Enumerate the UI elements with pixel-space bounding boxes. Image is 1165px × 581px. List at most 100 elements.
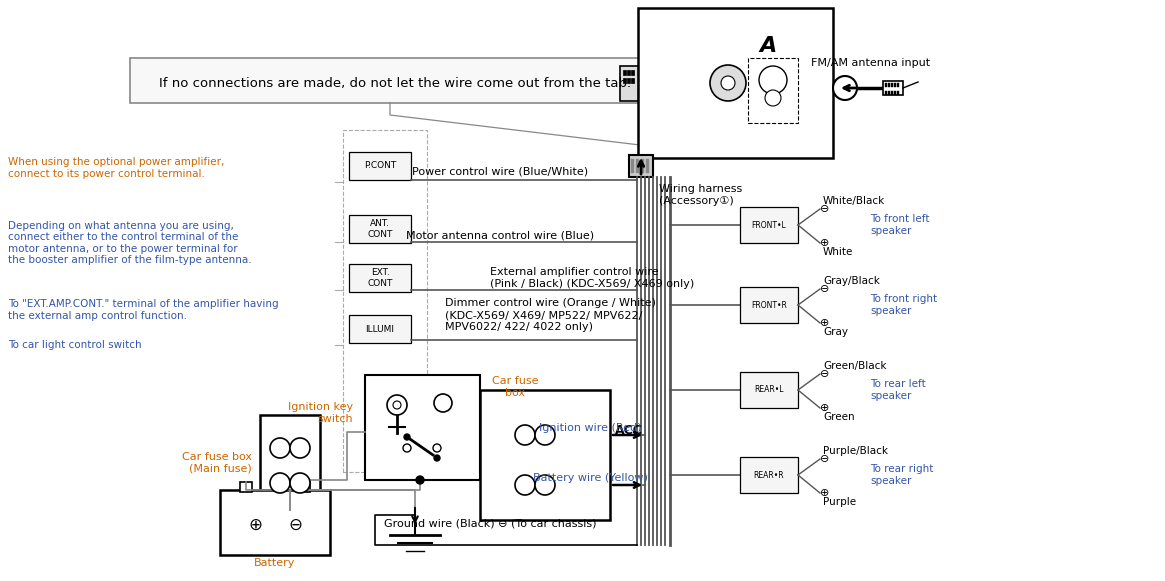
Bar bbox=[894, 91, 896, 95]
Text: Battery: Battery bbox=[254, 558, 296, 568]
Text: To rear left
speaker: To rear left speaker bbox=[870, 379, 926, 401]
Bar bbox=[365, 375, 480, 480]
Bar bbox=[620, 66, 638, 101]
Circle shape bbox=[535, 425, 555, 445]
Circle shape bbox=[515, 475, 535, 495]
Bar bbox=[888, 91, 890, 95]
Bar bbox=[748, 58, 798, 123]
Text: Battery wire (Yellow): Battery wire (Yellow) bbox=[532, 473, 648, 483]
Text: ⊖: ⊖ bbox=[820, 369, 829, 379]
Bar bbox=[480, 390, 610, 520]
Bar bbox=[897, 83, 899, 87]
Bar bbox=[130, 58, 661, 103]
Bar bbox=[894, 83, 896, 87]
Circle shape bbox=[403, 444, 411, 452]
Text: Ignition wire (Red): Ignition wire (Red) bbox=[538, 423, 641, 433]
Text: If no connections are made, do not let the wire come out from the tab.: If no connections are made, do not let t… bbox=[158, 77, 631, 89]
Circle shape bbox=[387, 395, 407, 415]
Circle shape bbox=[515, 425, 535, 445]
Text: External amplifier control wire
(Pink / Black) (KDC-X569/ X469 only): External amplifier control wire (Pink / … bbox=[490, 267, 694, 289]
Bar bbox=[897, 91, 899, 95]
Text: Car fuse box
(Main fuse): Car fuse box (Main fuse) bbox=[182, 452, 252, 474]
Bar bbox=[220, 490, 330, 555]
Text: Depending on what antenna you are using,
connect either to the control terminal : Depending on what antenna you are using,… bbox=[8, 221, 252, 266]
Bar bbox=[350, 152, 411, 180]
Text: Green/Black: Green/Black bbox=[822, 361, 887, 371]
Text: Green: Green bbox=[822, 412, 855, 422]
Text: P.CONT: P.CONT bbox=[363, 162, 396, 170]
Text: To car light control switch: To car light control switch bbox=[8, 340, 142, 350]
Bar bbox=[298, 482, 310, 492]
Text: Purple/Black: Purple/Black bbox=[822, 446, 888, 456]
Circle shape bbox=[393, 401, 401, 409]
Bar bbox=[885, 91, 887, 95]
Text: Ground wire (Black) ⊖ (To car chassis): Ground wire (Black) ⊖ (To car chassis) bbox=[383, 518, 596, 528]
Circle shape bbox=[290, 473, 310, 493]
Bar bbox=[627, 70, 630, 75]
Text: EXT.
CONT: EXT. CONT bbox=[367, 268, 393, 288]
Text: ⊕: ⊕ bbox=[820, 238, 829, 248]
Bar bbox=[891, 91, 894, 95]
Text: ⊕: ⊕ bbox=[820, 318, 829, 328]
Circle shape bbox=[270, 473, 290, 493]
Text: Gray/Black: Gray/Black bbox=[822, 276, 880, 286]
Bar bbox=[647, 159, 649, 173]
Bar bbox=[631, 70, 634, 75]
Bar bbox=[629, 155, 654, 177]
Bar bbox=[631, 78, 634, 83]
Text: REAR•R: REAR•R bbox=[754, 471, 784, 479]
Bar bbox=[350, 315, 411, 343]
Text: FRONT•R: FRONT•R bbox=[751, 300, 786, 310]
Text: When using the optional power amplifier,
connect to its power control terminal.: When using the optional power amplifier,… bbox=[8, 157, 225, 179]
Circle shape bbox=[416, 476, 424, 484]
Bar bbox=[350, 264, 411, 292]
Bar bbox=[740, 372, 798, 408]
Bar bbox=[641, 159, 644, 173]
Text: REAR•L: REAR•L bbox=[754, 386, 784, 394]
Text: Motor antenna control wire (Blue): Motor antenna control wire (Blue) bbox=[405, 230, 594, 240]
Bar bbox=[885, 83, 887, 87]
Text: ANT.
CONT: ANT. CONT bbox=[367, 219, 393, 239]
Circle shape bbox=[535, 475, 555, 495]
Text: FRONT•L: FRONT•L bbox=[751, 221, 786, 229]
Bar bbox=[888, 83, 890, 87]
Text: ⊕: ⊕ bbox=[248, 516, 262, 534]
Text: Purple: Purple bbox=[822, 497, 856, 507]
Text: Car fuse
box: Car fuse box bbox=[492, 376, 538, 398]
Text: White: White bbox=[822, 247, 854, 257]
Bar bbox=[343, 130, 428, 472]
Text: ⊖: ⊖ bbox=[820, 204, 829, 214]
Circle shape bbox=[709, 65, 746, 101]
Circle shape bbox=[765, 90, 781, 106]
Text: FM/AM antenna input: FM/AM antenna input bbox=[812, 58, 931, 68]
Bar bbox=[740, 207, 798, 243]
Bar bbox=[740, 457, 798, 493]
Text: To front left
speaker: To front left speaker bbox=[870, 214, 930, 236]
Bar bbox=[623, 70, 626, 75]
Circle shape bbox=[833, 76, 857, 100]
Bar bbox=[350, 215, 411, 243]
Circle shape bbox=[435, 455, 440, 461]
Text: ⊖: ⊖ bbox=[820, 284, 829, 294]
Text: To "EXT.AMP.CONT." terminal of the amplifier having
the external amp control fun: To "EXT.AMP.CONT." terminal of the ampli… bbox=[8, 299, 278, 321]
Text: ILLUMI: ILLUMI bbox=[366, 325, 395, 333]
Text: Wiring harness
(Accessory①): Wiring harness (Accessory①) bbox=[659, 184, 742, 206]
Text: Ignition key
switch: Ignition key switch bbox=[288, 402, 353, 424]
Text: White/Black: White/Black bbox=[822, 196, 885, 206]
Text: A: A bbox=[760, 36, 777, 56]
Bar bbox=[623, 78, 626, 83]
Text: ⊕: ⊕ bbox=[820, 403, 829, 413]
Bar bbox=[260, 415, 320, 510]
Bar bbox=[627, 78, 630, 83]
Text: ⊕: ⊕ bbox=[820, 488, 829, 498]
Bar bbox=[740, 287, 798, 323]
Bar bbox=[638, 8, 833, 158]
Bar bbox=[891, 83, 894, 87]
Text: ⊖: ⊖ bbox=[820, 454, 829, 464]
Text: Dimmer control wire (Orange / White)
(KDC-X569/ X469/ MP522/ MPV622/
MPV6022/ 42: Dimmer control wire (Orange / White) (KD… bbox=[445, 299, 656, 332]
Circle shape bbox=[760, 66, 788, 94]
Circle shape bbox=[404, 434, 410, 440]
Text: ACC: ACC bbox=[615, 424, 643, 436]
Bar bbox=[631, 159, 634, 173]
Text: To front right
speaker: To front right speaker bbox=[870, 294, 937, 316]
